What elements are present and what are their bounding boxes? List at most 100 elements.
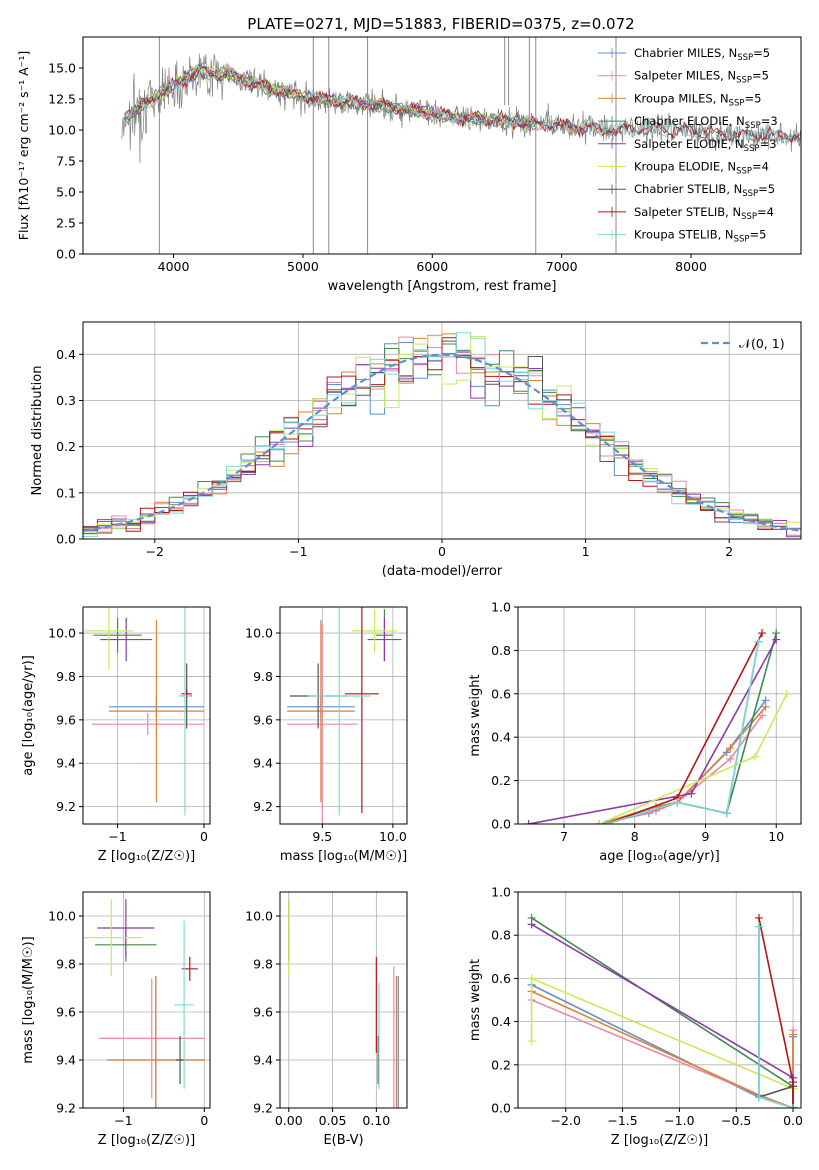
legend-label-kroupa-elodie: Kroupa ELODIE, NSSP=4: [634, 160, 769, 177]
weight-line: [758, 917, 794, 1108]
x-tick-label: 8: [631, 829, 639, 844]
y-axis-label: Normed distribution: [30, 366, 45, 496]
y-tick-label: 9.4: [253, 1053, 273, 1068]
plot-age_vs_Z: [84, 607, 204, 816]
plot-mass_weight_vs_Z: [527, 913, 798, 1108]
errorbar-salpeter-stelib: [344, 607, 379, 814]
plot-spectrum: [121, 37, 801, 254]
axes-frame: [517, 891, 802, 1109]
weight-series-chabrier-stelib: [602, 637, 763, 824]
y-tick-label: 9.6: [253, 712, 273, 727]
y-tick-label: 0.4: [491, 1014, 511, 1029]
y-tick-label: 9.4: [56, 756, 76, 771]
x-tick-label: 1: [582, 544, 590, 559]
y-tick-label: 9.2: [56, 1101, 76, 1116]
y-axis-label: mass [log₁₀(M/M☉)]: [21, 936, 36, 1063]
x-tick-label: 10.0: [379, 829, 407, 844]
y-tick-label: 10.0: [245, 909, 273, 924]
x-tick-label: 5000: [287, 259, 319, 274]
weight-marker: [789, 1030, 798, 1039]
panel-mass_weight_vs_age: 7 8 9 10 0.0 0.2 0.4 0.6 0.8 1.0 age [log₁₀(age/yr…: [468, 600, 802, 864]
x-axis-label: Z [log₁₀(Z/Z☉)]: [98, 1133, 195, 1148]
weight-marker: [726, 754, 735, 763]
x-axis-label: (data-model)/error: [382, 564, 503, 579]
weight-line: [530, 977, 794, 1090]
y-tick-label: 0.4: [56, 347, 76, 362]
y-tick-label: 12.5: [48, 92, 76, 107]
y-tick-label: 0.4: [491, 730, 511, 745]
panel-mass_vs_Z: −1 0 9.2 9.4 9.6 9.8 10.0 Z [log₁₀(Z/Z☉)] mass […: [21, 891, 211, 1148]
x-tick-label: 0.00: [275, 1113, 303, 1128]
y-tick-label: 15.0: [48, 61, 76, 76]
weight-series-kroupa-elodie: [595, 689, 791, 824]
weight-marker: [782, 689, 791, 698]
x-tick-label: 0: [438, 544, 446, 559]
x-tick-label: 9.5: [312, 829, 332, 844]
x-tick-label: −1: [289, 544, 307, 559]
weight-marker: [754, 1093, 763, 1102]
x-tick-label: 7: [560, 829, 568, 844]
weight-marker: [789, 1078, 798, 1087]
y-axis-label: Flux [fλ10⁻¹⁷ erg cm⁻² s⁻¹ A⁻¹]: [16, 51, 31, 240]
x-axis-label: Z [log₁₀(Z/Z☉)]: [98, 849, 195, 864]
y-tick-label: 0.6: [491, 686, 511, 701]
y-tick-label: 9.8: [56, 957, 76, 972]
weight-line: [531, 917, 794, 1108]
spectrum-fit-kroupa-stelib: [124, 62, 800, 145]
errorbar-salpeter-miles: [287, 624, 358, 824]
plot-mass_vs_EBV: [288, 899, 399, 1108]
weight-marker: [687, 789, 696, 798]
weight-line: [606, 641, 760, 824]
histogram-kroupa-stelib: [83, 332, 801, 537]
x-tick-label: −2: [146, 544, 164, 559]
legend-label-salpeter-elodie: Salpeter ELODIE, NSSP=3: [634, 137, 777, 154]
y-tick-label: 9.2: [56, 799, 76, 814]
y-tick-label: 10.0: [245, 626, 273, 641]
y-tick-label: 2.5: [56, 216, 76, 231]
y-tick-label: 0.2: [491, 773, 511, 788]
errorbar-salpeter-elodie: [97, 899, 155, 957]
x-tick-label: 0.10: [362, 1113, 390, 1128]
panel-spectrum: 4000 5000 6000 7000 8000 0.0 2.5 5.0 7.5 10.0 12.5…: [16, 36, 802, 294]
errorbar-kroupa-elodie: [84, 607, 134, 670]
y-tick-label: 10.0: [48, 626, 76, 641]
legend-label-kroupa-miles: Kroupa MILES, NSSP=5: [634, 91, 761, 108]
x-tick-label: 8000: [675, 259, 707, 274]
axes-frame: [82, 606, 211, 825]
weight-series-chabrier-elodie: [527, 913, 798, 1108]
weight-series-salpeter-stelib: [602, 629, 767, 824]
weight-marker: [754, 637, 763, 646]
weight-marker: [761, 702, 770, 711]
y-tick-label: 5.0: [56, 185, 76, 200]
legend-label-kroupa-stelib: Kroupa STELIB, NSSP=5: [634, 228, 766, 245]
x-axis-label: wavelength [Angstrom, rest frame]: [328, 279, 557, 294]
errorbar-kroupa-stelib: [174, 920, 194, 1089]
y-tick-label: 9.6: [253, 1005, 273, 1020]
x-axis-label: E(B-V): [323, 1133, 363, 1148]
y-tick-label: 9.4: [253, 756, 273, 771]
x-axis-label: mass [log₁₀(M/M☉)]: [280, 849, 407, 864]
errorbar-kroupa-stelib: [178, 607, 191, 816]
plot-mass_weight_vs_age: [524, 629, 791, 824]
plot-mass_vs_Z: [83, 899, 205, 1108]
weight-series-chabrier-elodie: [602, 629, 781, 824]
y-tick-label: 9.2: [253, 799, 273, 814]
y-tick-label: 0.8: [491, 928, 511, 943]
plot-residuals: [83, 332, 801, 538]
y-tick-label: 0.8: [491, 643, 511, 658]
weight-marker: [722, 809, 731, 818]
weight-marker: [754, 922, 763, 931]
x-tick-label: −0.5: [721, 1113, 751, 1128]
y-tick-label: 0.2: [491, 1057, 511, 1072]
y-tick-label: 0.0: [56, 247, 76, 262]
weight-marker: [527, 1037, 536, 1046]
y-tick-label: 10.0: [48, 909, 76, 924]
histogram-legend: 𝒩(0, 1): [701, 336, 785, 351]
x-tick-label: 2: [725, 544, 733, 559]
weight-series-kroupa-stelib: [754, 922, 798, 1108]
weight-marker: [758, 629, 767, 638]
x-tick-label: 0.05: [319, 1113, 347, 1128]
weight-marker: [754, 913, 763, 922]
weight-line: [531, 990, 794, 1108]
